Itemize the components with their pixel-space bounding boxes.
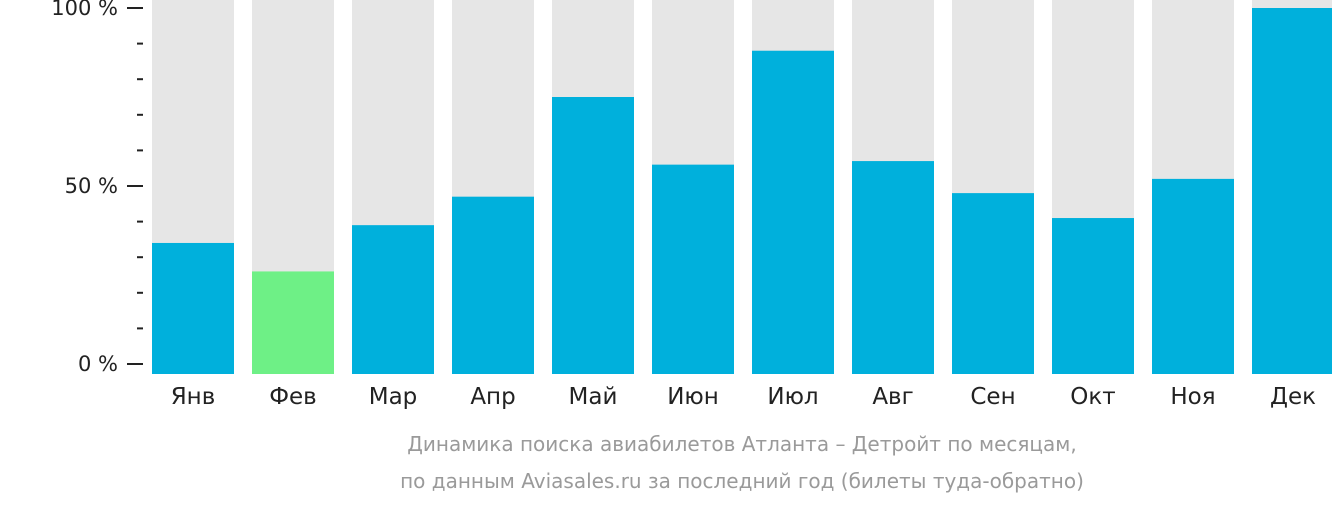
x-tick-label: Окт xyxy=(1070,384,1115,410)
x-tick-label: Сен xyxy=(970,384,1015,410)
bar xyxy=(452,196,534,374)
x-tick-label: Апр xyxy=(470,384,515,410)
x-tick-label: Мар xyxy=(369,384,418,410)
bar xyxy=(652,164,734,374)
bar xyxy=(152,242,234,374)
x-tick-label: Янв xyxy=(171,384,216,410)
bar xyxy=(852,161,934,374)
bar xyxy=(1252,8,1332,374)
bar xyxy=(352,225,434,374)
x-tick-label: Май xyxy=(569,384,618,410)
x-tick-label: Фев xyxy=(269,384,317,410)
bar xyxy=(752,50,834,374)
bar xyxy=(1052,218,1134,374)
bar xyxy=(1152,178,1234,374)
y-tick-label: 0 % xyxy=(78,352,118,376)
bar xyxy=(552,97,634,374)
x-axis: Янв Фев Мар Апр Май Июн Июл Авг Сен Окт Ноя Дек xyxy=(171,384,1316,410)
bar xyxy=(252,271,334,374)
y-tick-label: 50 % xyxy=(65,174,118,198)
y-axis: 0 % 50 % 100 % xyxy=(51,0,143,376)
x-tick-label: Ноя xyxy=(1170,384,1215,410)
x-tick-label: Дек xyxy=(1270,384,1316,410)
x-tick-label: Июн xyxy=(667,384,719,410)
y-tick-label: 100 % xyxy=(51,0,118,20)
x-tick-label: Авг xyxy=(872,384,913,410)
chart-subtitle: по данным Aviasales.ru за последний год … xyxy=(400,469,1084,493)
bars xyxy=(152,8,1332,374)
x-tick-label: Июл xyxy=(767,384,818,410)
bar xyxy=(952,193,1034,374)
chart-title: Динамика поиска авиабилетов Атланта – Де… xyxy=(407,432,1076,456)
